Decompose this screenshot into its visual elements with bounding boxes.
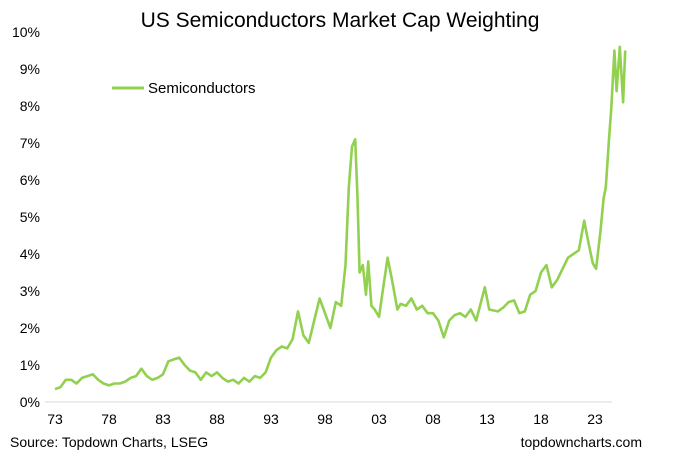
brand-text: topdowncharts.com [521, 434, 642, 450]
y-tick-label: 10% [12, 24, 40, 40]
y-tick-label: 5% [20, 209, 40, 225]
y-tick-label: 4% [20, 246, 40, 262]
x-tick-label: 18 [533, 411, 549, 427]
y-tick-label: 7% [20, 135, 40, 151]
x-tick-label: 78 [101, 411, 117, 427]
y-tick-label: 9% [20, 61, 40, 77]
x-tick-label: 23 [587, 411, 603, 427]
chart-title: US Semiconductors Market Cap Weighting [141, 9, 540, 32]
y-tick-label: 1% [20, 357, 40, 373]
series-line-semiconductors [54, 45, 627, 391]
x-tick-label: 88 [209, 411, 225, 427]
y-tick-label: 2% [20, 320, 40, 336]
x-tick-label: 03 [371, 411, 387, 427]
x-tick-label: 13 [479, 411, 495, 427]
x-tick-label: 93 [263, 411, 279, 427]
y-tick-label: 8% [20, 98, 40, 114]
y-tick-label: 6% [20, 172, 40, 188]
x-tick-label: 73 [47, 411, 63, 427]
x-tick-label: 83 [155, 411, 171, 427]
x-tick-label: 98 [317, 411, 333, 427]
legend-label: Semiconductors [148, 80, 256, 97]
y-tick-label: 3% [20, 283, 40, 299]
x-tick-label: 08 [425, 411, 441, 427]
source-text: Source: Topdown Charts, LSEG [10, 434, 208, 450]
y-tick-label: 0% [20, 394, 40, 410]
